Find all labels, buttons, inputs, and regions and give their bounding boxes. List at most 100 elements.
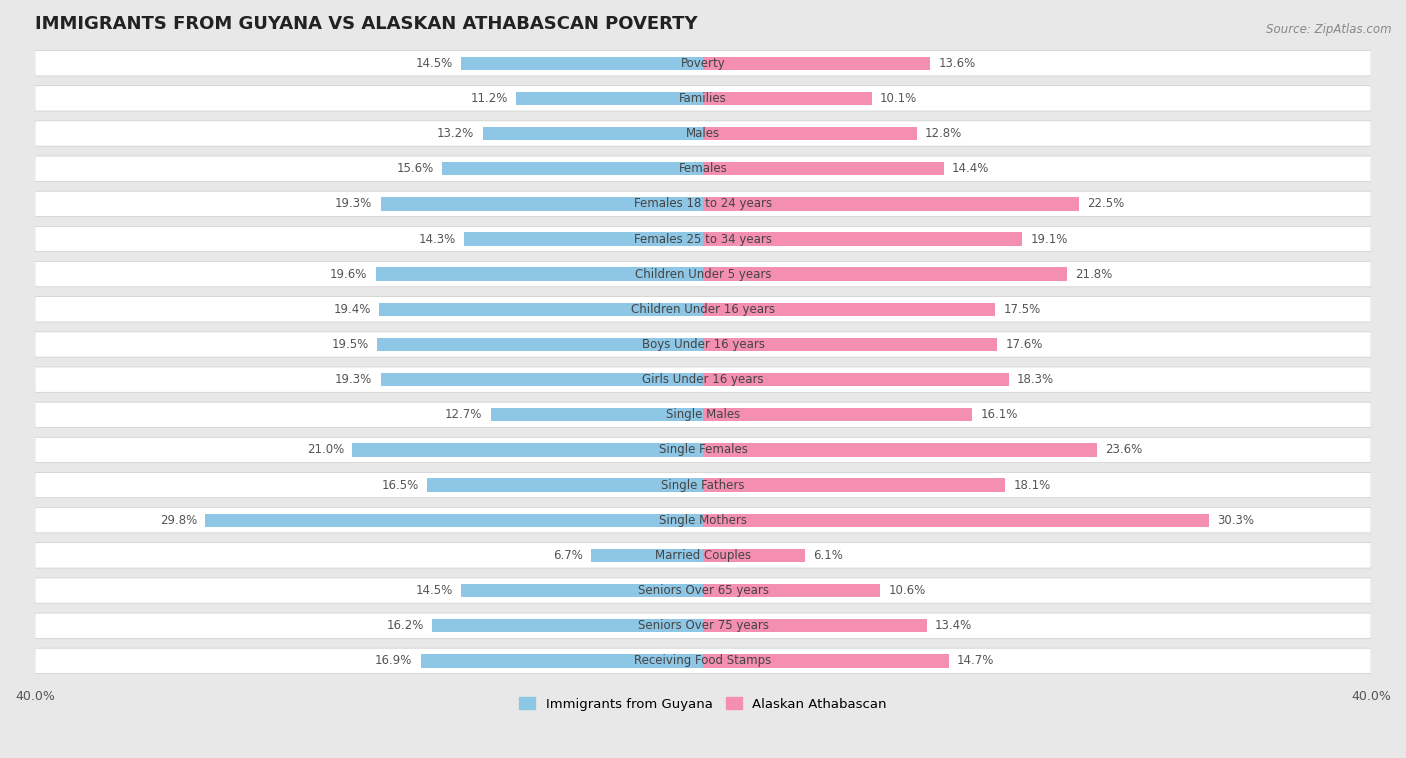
Text: 18.1%: 18.1%: [1014, 478, 1050, 492]
Text: 6.7%: 6.7%: [553, 549, 582, 562]
Text: 30.3%: 30.3%: [1218, 514, 1254, 527]
Bar: [703, 584, 880, 597]
Text: 16.5%: 16.5%: [382, 478, 419, 492]
Bar: [703, 57, 931, 70]
Text: Children Under 16 years: Children Under 16 years: [631, 302, 775, 316]
Bar: [377, 338, 703, 351]
FancyBboxPatch shape: [35, 648, 1371, 674]
Bar: [703, 654, 949, 668]
FancyBboxPatch shape: [35, 613, 1371, 638]
Bar: [703, 338, 997, 351]
Bar: [703, 197, 1078, 211]
Text: Receiving Food Stamps: Receiving Food Stamps: [634, 654, 772, 667]
Text: 6.1%: 6.1%: [813, 549, 844, 562]
Bar: [380, 302, 703, 316]
Text: 14.5%: 14.5%: [415, 57, 453, 70]
Text: Single Mothers: Single Mothers: [659, 514, 747, 527]
Text: Single Females: Single Females: [658, 443, 748, 456]
Text: 19.1%: 19.1%: [1031, 233, 1067, 246]
FancyBboxPatch shape: [35, 296, 1371, 322]
Bar: [433, 619, 703, 632]
Text: 14.3%: 14.3%: [419, 233, 456, 246]
Bar: [703, 92, 872, 105]
Text: 19.6%: 19.6%: [330, 268, 367, 280]
Text: Females: Females: [679, 162, 727, 175]
Bar: [205, 514, 703, 527]
Text: 19.3%: 19.3%: [335, 373, 373, 386]
Text: 19.5%: 19.5%: [332, 338, 368, 351]
Text: Source: ZipAtlas.com: Source: ZipAtlas.com: [1267, 23, 1392, 36]
Text: 22.5%: 22.5%: [1087, 197, 1125, 211]
Text: Single Males: Single Males: [666, 409, 740, 421]
FancyBboxPatch shape: [35, 227, 1371, 252]
Text: Children Under 5 years: Children Under 5 years: [634, 268, 772, 280]
Bar: [381, 373, 703, 387]
Text: 16.1%: 16.1%: [980, 409, 1018, 421]
FancyBboxPatch shape: [35, 402, 1371, 428]
Text: Single Fathers: Single Fathers: [661, 478, 745, 492]
Text: 18.3%: 18.3%: [1017, 373, 1054, 386]
Text: 12.8%: 12.8%: [925, 127, 962, 140]
FancyBboxPatch shape: [35, 121, 1371, 146]
Text: Males: Males: [686, 127, 720, 140]
Bar: [381, 197, 703, 211]
Bar: [591, 549, 703, 562]
Text: Seniors Over 65 years: Seniors Over 65 years: [637, 584, 769, 597]
Bar: [461, 57, 703, 70]
Bar: [427, 478, 703, 492]
Bar: [703, 478, 1005, 492]
FancyBboxPatch shape: [35, 578, 1371, 603]
Text: 15.6%: 15.6%: [396, 162, 434, 175]
Text: 19.3%: 19.3%: [335, 197, 373, 211]
Bar: [703, 514, 1209, 527]
Text: Girls Under 16 years: Girls Under 16 years: [643, 373, 763, 386]
Bar: [703, 302, 995, 316]
Bar: [703, 373, 1008, 387]
Bar: [353, 443, 703, 456]
Bar: [703, 408, 972, 421]
Bar: [516, 92, 703, 105]
Text: 12.7%: 12.7%: [446, 409, 482, 421]
Text: Seniors Over 75 years: Seniors Over 75 years: [637, 619, 769, 632]
Text: 29.8%: 29.8%: [160, 514, 197, 527]
Text: 23.6%: 23.6%: [1105, 443, 1143, 456]
Bar: [703, 549, 804, 562]
Text: 17.5%: 17.5%: [1004, 302, 1040, 316]
Bar: [443, 162, 703, 175]
Text: 21.8%: 21.8%: [1076, 268, 1112, 280]
Text: IMMIGRANTS FROM GUYANA VS ALASKAN ATHABASCAN POVERTY: IMMIGRANTS FROM GUYANA VS ALASKAN ATHABA…: [35, 15, 697, 33]
Text: 10.1%: 10.1%: [880, 92, 917, 105]
Text: 16.2%: 16.2%: [387, 619, 425, 632]
FancyBboxPatch shape: [35, 472, 1371, 498]
Text: 19.4%: 19.4%: [333, 302, 371, 316]
FancyBboxPatch shape: [35, 332, 1371, 357]
Bar: [703, 162, 943, 175]
Bar: [420, 654, 703, 668]
Text: 21.0%: 21.0%: [307, 443, 344, 456]
Bar: [703, 127, 917, 140]
Text: Families: Families: [679, 92, 727, 105]
FancyBboxPatch shape: [35, 543, 1371, 568]
Bar: [491, 408, 703, 421]
Text: Females 18 to 24 years: Females 18 to 24 years: [634, 197, 772, 211]
Text: 14.4%: 14.4%: [952, 162, 990, 175]
Text: 14.5%: 14.5%: [415, 584, 453, 597]
Bar: [375, 268, 703, 281]
Text: Married Couples: Married Couples: [655, 549, 751, 562]
Text: Females 25 to 34 years: Females 25 to 34 years: [634, 233, 772, 246]
FancyBboxPatch shape: [35, 367, 1371, 393]
FancyBboxPatch shape: [35, 262, 1371, 287]
FancyBboxPatch shape: [35, 191, 1371, 217]
FancyBboxPatch shape: [35, 51, 1371, 76]
Text: 16.9%: 16.9%: [375, 654, 412, 667]
Text: 11.2%: 11.2%: [470, 92, 508, 105]
Text: 13.4%: 13.4%: [935, 619, 973, 632]
FancyBboxPatch shape: [35, 156, 1371, 181]
Bar: [464, 233, 703, 246]
Text: Boys Under 16 years: Boys Under 16 years: [641, 338, 765, 351]
Bar: [482, 127, 703, 140]
Bar: [703, 619, 927, 632]
Text: 10.6%: 10.6%: [889, 584, 925, 597]
Bar: [703, 233, 1022, 246]
Legend: Immigrants from Guyana, Alaskan Athabascan: Immigrants from Guyana, Alaskan Athabasc…: [515, 692, 891, 716]
